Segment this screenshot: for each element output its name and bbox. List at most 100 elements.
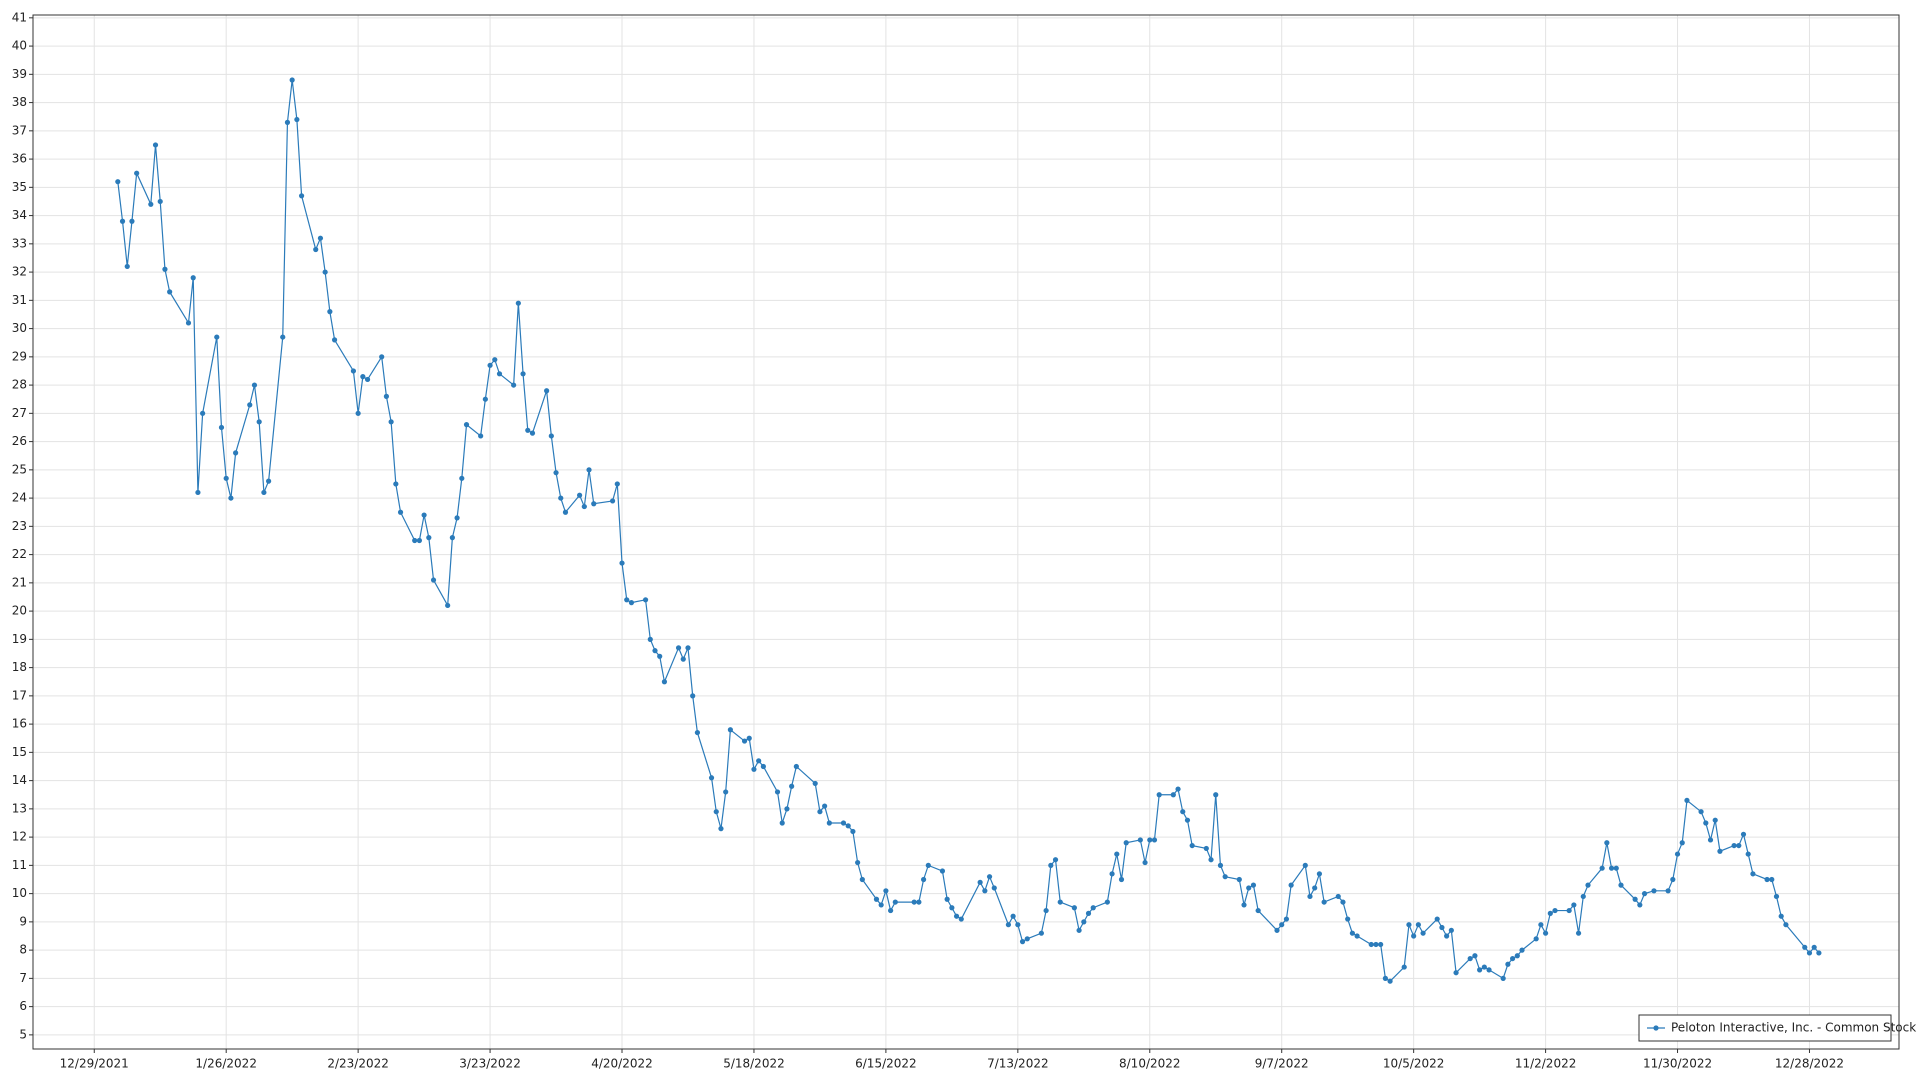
data-point bbox=[223, 475, 229, 481]
data-point bbox=[1514, 953, 1520, 959]
data-point bbox=[463, 422, 470, 428]
data-point bbox=[261, 489, 267, 496]
data-point bbox=[1090, 905, 1096, 911]
y-tick-label: 32 bbox=[12, 265, 27, 279]
data-point bbox=[1114, 851, 1120, 857]
data-point bbox=[888, 907, 894, 914]
data-point bbox=[167, 289, 173, 295]
data-point bbox=[1085, 910, 1092, 916]
data-point bbox=[1571, 902, 1577, 908]
data-point bbox=[1387, 978, 1393, 984]
data-point bbox=[1382, 975, 1388, 981]
data-point bbox=[1538, 922, 1544, 928]
data-point bbox=[958, 916, 964, 922]
data-point bbox=[1811, 944, 1817, 950]
data-point bbox=[977, 879, 983, 885]
data-point bbox=[1477, 967, 1483, 973]
data-point bbox=[1406, 922, 1412, 928]
data-point bbox=[1703, 820, 1709, 826]
x-tick-label: 12/29/2021 bbox=[60, 1057, 129, 1071]
data-point bbox=[322, 269, 328, 275]
data-point bbox=[789, 783, 795, 789]
y-tick-label: 41 bbox=[12, 10, 27, 24]
data-point bbox=[1448, 927, 1454, 933]
data-point bbox=[1043, 907, 1049, 914]
data-point bbox=[525, 427, 531, 433]
data-point bbox=[1373, 941, 1379, 948]
data-point bbox=[548, 433, 554, 439]
data-point bbox=[991, 885, 997, 891]
data-point bbox=[944, 896, 950, 902]
data-point bbox=[1378, 941, 1384, 948]
data-point bbox=[1019, 939, 1026, 945]
data-point bbox=[1736, 842, 1742, 849]
data-point bbox=[350, 368, 357, 374]
data-point bbox=[661, 679, 668, 685]
y-tick-label: 15 bbox=[12, 745, 27, 759]
data-point bbox=[1745, 851, 1751, 857]
data-point bbox=[859, 876, 865, 883]
x-tick-label: 1/26/2022 bbox=[195, 1057, 257, 1071]
data-point bbox=[1137, 837, 1143, 843]
data-point bbox=[817, 809, 823, 815]
data-point bbox=[529, 430, 536, 436]
data-point bbox=[1453, 970, 1459, 976]
data-point bbox=[911, 899, 917, 905]
x-tick-label: 6/15/2022 bbox=[855, 1057, 917, 1071]
data-point bbox=[185, 320, 192, 326]
y-tick-label: 33 bbox=[12, 236, 27, 250]
data-point bbox=[586, 467, 592, 473]
data-point bbox=[1674, 851, 1681, 857]
data-point bbox=[1411, 933, 1417, 939]
y-tick-label: 39 bbox=[12, 67, 27, 81]
x-tick-label: 2/23/2022 bbox=[327, 1057, 389, 1071]
data-point bbox=[708, 775, 715, 781]
data-point bbox=[157, 198, 163, 205]
x-tick-label: 10/5/2022 bbox=[1383, 1057, 1445, 1071]
data-point bbox=[845, 823, 851, 829]
data-point bbox=[1345, 916, 1351, 922]
data-point bbox=[1679, 840, 1685, 846]
data-point bbox=[331, 337, 338, 343]
data-point bbox=[878, 902, 884, 908]
y-tick-label: 19 bbox=[12, 632, 27, 646]
data-point bbox=[162, 266, 168, 272]
data-point bbox=[1279, 922, 1285, 928]
legend-label: Peloton Interactive, Inc. - Common Stock bbox=[1671, 1021, 1916, 1035]
data-point bbox=[218, 424, 225, 431]
data-point bbox=[1552, 907, 1558, 914]
data-point bbox=[1118, 876, 1125, 883]
data-point bbox=[1472, 953, 1478, 959]
data-point bbox=[1778, 913, 1784, 919]
data-point bbox=[553, 470, 559, 476]
data-point bbox=[822, 803, 828, 809]
plot-frame bbox=[32, 14, 1900, 1050]
y-tick-label: 36 bbox=[12, 152, 27, 166]
data-point bbox=[1170, 792, 1176, 798]
data-point bbox=[1274, 927, 1280, 933]
data-point bbox=[746, 735, 752, 741]
data-point bbox=[1151, 837, 1158, 843]
y-tick-label: 20 bbox=[12, 604, 27, 618]
data-point bbox=[190, 275, 196, 281]
data-point bbox=[883, 888, 889, 894]
data-point bbox=[327, 309, 333, 315]
data-point bbox=[1024, 936, 1030, 942]
data-point bbox=[449, 535, 455, 541]
data-point bbox=[1712, 817, 1718, 823]
y-tick-label: 21 bbox=[12, 575, 27, 589]
data-point bbox=[741, 738, 748, 744]
data-point bbox=[624, 597, 630, 603]
x-tick-label: 8/10/2022 bbox=[1119, 1057, 1181, 1071]
data-point bbox=[1180, 809, 1186, 815]
data-point bbox=[577, 492, 583, 498]
data-point bbox=[1255, 907, 1261, 914]
data-point bbox=[953, 913, 960, 919]
data-point bbox=[1335, 893, 1341, 900]
data-point bbox=[925, 862, 931, 868]
data-point bbox=[511, 382, 517, 388]
data-point bbox=[892, 899, 898, 905]
data-point bbox=[1698, 809, 1704, 815]
data-point bbox=[1283, 916, 1290, 922]
data-point bbox=[1740, 831, 1747, 837]
